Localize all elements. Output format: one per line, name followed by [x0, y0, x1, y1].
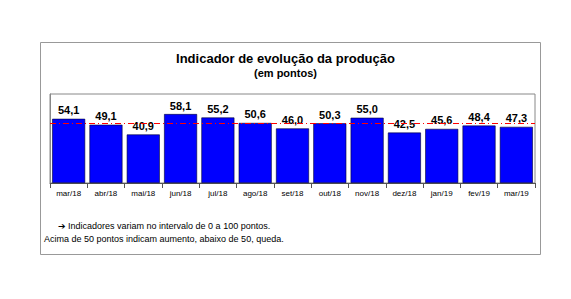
svg-text:49,1: 49,1 — [95, 110, 116, 122]
svg-text:jan/19: jan/19 — [430, 189, 453, 198]
svg-text:Indicador de evolução da produ: Indicador de evolução da produção — [176, 51, 395, 66]
svg-text:45,6: 45,6 — [431, 114, 452, 126]
svg-text:46,0: 46,0 — [282, 114, 303, 126]
svg-text:jul/18: jul/18 — [207, 189, 228, 198]
svg-text:mai/18: mai/18 — [131, 189, 156, 198]
svg-text:nov/18: nov/18 — [355, 189, 380, 198]
svg-text:set/18: set/18 — [282, 189, 304, 198]
svg-text:55,2: 55,2 — [207, 103, 228, 115]
svg-text:50,6: 50,6 — [244, 108, 265, 120]
svg-text:40,9: 40,9 — [133, 120, 154, 132]
svg-text:42,5: 42,5 — [394, 118, 415, 130]
svg-text:50,3: 50,3 — [319, 109, 340, 121]
svg-text:(em pontos): (em pontos) — [254, 67, 317, 79]
svg-text:fev/19: fev/19 — [468, 189, 490, 198]
svg-text:47,3: 47,3 — [506, 112, 527, 124]
svg-text:mar/18: mar/18 — [56, 189, 81, 198]
svg-text:mar/19: mar/19 — [504, 189, 529, 198]
svg-text:Acima de 50 pontos indicam aum: Acima de 50 pontos indicam aumento, abai… — [44, 234, 284, 244]
svg-text:48,4: 48,4 — [468, 111, 490, 123]
svg-text:out/18: out/18 — [319, 189, 342, 198]
svg-text:55,0: 55,0 — [356, 103, 377, 115]
svg-text:ago/18: ago/18 — [243, 189, 268, 198]
svg-text:54,1: 54,1 — [58, 104, 79, 116]
svg-text:dez/18: dez/18 — [392, 189, 417, 198]
svg-text:abr/18: abr/18 — [95, 189, 118, 198]
svg-text:jun/18: jun/18 — [169, 189, 192, 198]
svg-text:58,1: 58,1 — [170, 100, 191, 112]
svg-text:➔ Indicadores variam no interv: ➔ Indicadores variam no intervalo de 0 a… — [58, 221, 270, 231]
